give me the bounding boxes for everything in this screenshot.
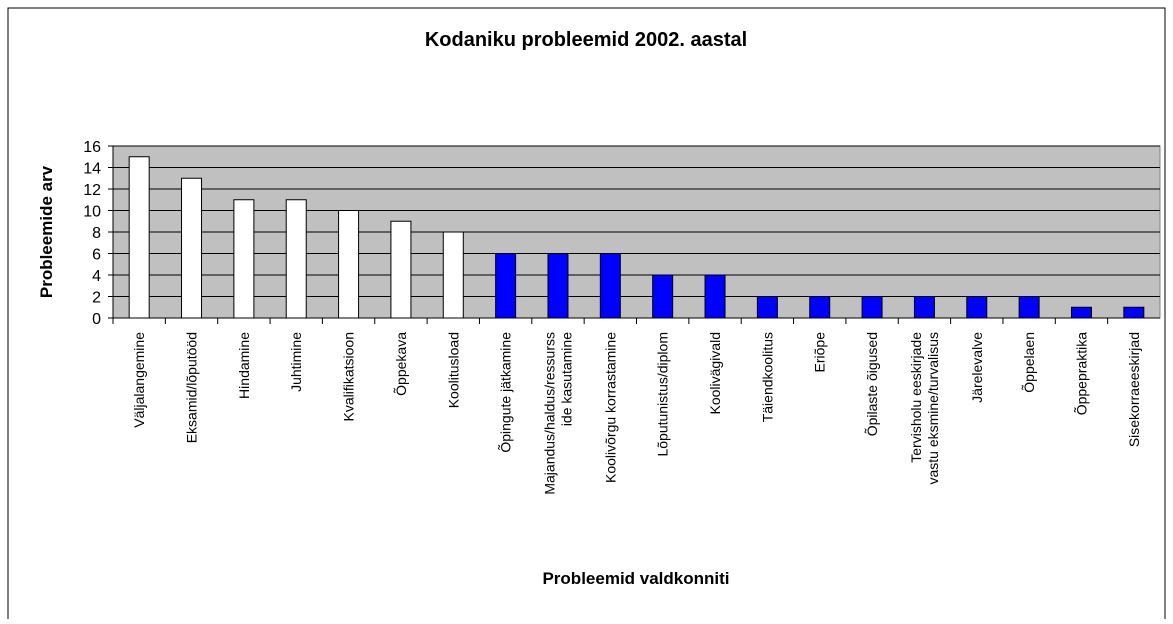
x-tick-label-line: Väljalangemine [131,332,147,428]
x-tick-label-line: Eriõpe [812,332,828,373]
bar [861,296,883,319]
bar [809,296,831,319]
y-axis-title: Probleemide arv [37,165,56,298]
x-tick-label: Täiendkoolitus [759,332,775,422]
y-tick-label: 4 [92,268,101,285]
x-tick-label: Koolitusload [445,332,461,408]
bar [390,220,412,319]
bar [128,156,150,319]
x-tick-label: Hindamine [236,332,252,399]
y-tick-label: 12 [83,182,101,199]
x-tick-label: Sisekorraeeskirjad [1126,332,1142,447]
x-tick-label-line: Õpilaste õigused [864,332,880,436]
x-tick-label-line: Koolivägivald [707,332,723,415]
x-tick-label: Juhtimine [288,332,304,392]
y-tick-label: 10 [83,204,101,221]
x-tick-label-line: Eksamid/lõputööd [184,332,200,443]
bar [338,210,360,319]
bar [285,199,307,319]
bar [704,274,726,319]
bar [1123,306,1145,319]
x-tick-label-line: Õppekava [393,332,409,396]
x-tick-label: Õppepraktika [1073,332,1089,415]
x-tick-label: Koolivõrgu korrastamine [602,332,618,483]
bar [756,296,778,319]
bar [966,296,988,319]
x-tick-label: Lõputunistus/diplom [655,332,671,457]
x-tick-label-line: Õpingute jätkamine [498,332,514,453]
y-tick-label: 8 [92,225,101,242]
x-tick-label-line: Koolitusload [445,332,461,408]
bar [1018,296,1040,319]
bar [1070,306,1092,319]
x-tick-label: Eksamid/lõputööd [184,332,200,443]
bar [913,296,935,319]
x-tick-label-line: Hindamine [236,332,252,399]
x-tick-label-line: Koolivõrgu korrastamine [602,332,618,483]
x-tick-label-line: Järelevalve [969,332,985,403]
x-tick-label-line: vastu eksmine/turvalisus [925,332,941,485]
bar [547,253,569,319]
bar [495,253,517,319]
x-tick-label-line: Tervisholu eeskirjade [908,332,924,463]
x-tick-label: Majandus/haldus/ressursside kasutamine [541,332,574,495]
x-tick-label-line: Majandus/haldus/ressurss [541,332,557,495]
x-tick-label-line: Juhtimine [288,332,304,392]
x-tick-label: Järelevalve [969,332,985,403]
x-tick-label-line: Kvalifikatsioon [341,332,357,422]
x-tick-label-line: Õppepraktika [1073,332,1089,415]
x-tick-label-line: Sisekorraeeskirjad [1126,332,1142,447]
x-tick-label: Õpingute jätkamine [498,332,514,453]
bar [652,274,674,319]
x-tick-label: Väljalangemine [131,332,147,428]
x-tick-label: Eriõpe [812,332,828,373]
x-tick-label-line: ide kasutamine [558,332,574,426]
bar [233,199,255,319]
x-tick-label: Õppelaen [1021,332,1037,393]
chart-title: Kodaniku probleemid 2002. aastal [425,29,747,51]
y-tick-label: 0 [92,311,101,328]
x-tick-label: Õpilaste õigused [864,332,880,436]
x-tick-label: Õppekava [393,332,409,396]
x-tick-label: Koolivägivald [707,332,723,415]
x-tick-label-line: Täiendkoolitus [759,332,775,422]
x-tick-label-line: Õppelaen [1021,332,1037,393]
y-tick-label: 6 [92,247,101,264]
x-tick-label: Kvalifikatsioon [341,332,357,422]
x-axis-title: Probleemid valdkonniti [542,569,729,588]
y-tick-label: 14 [83,161,101,178]
y-tick-label: 2 [92,290,101,307]
x-tick-label: Tervisholu eeskirjadevastu eksmine/turva… [908,332,941,485]
x-tick-label-line: Lõputunistus/diplom [655,332,671,457]
bar [599,253,621,319]
bar [181,177,203,319]
bar [442,231,464,319]
y-tick-label: 16 [83,139,101,156]
